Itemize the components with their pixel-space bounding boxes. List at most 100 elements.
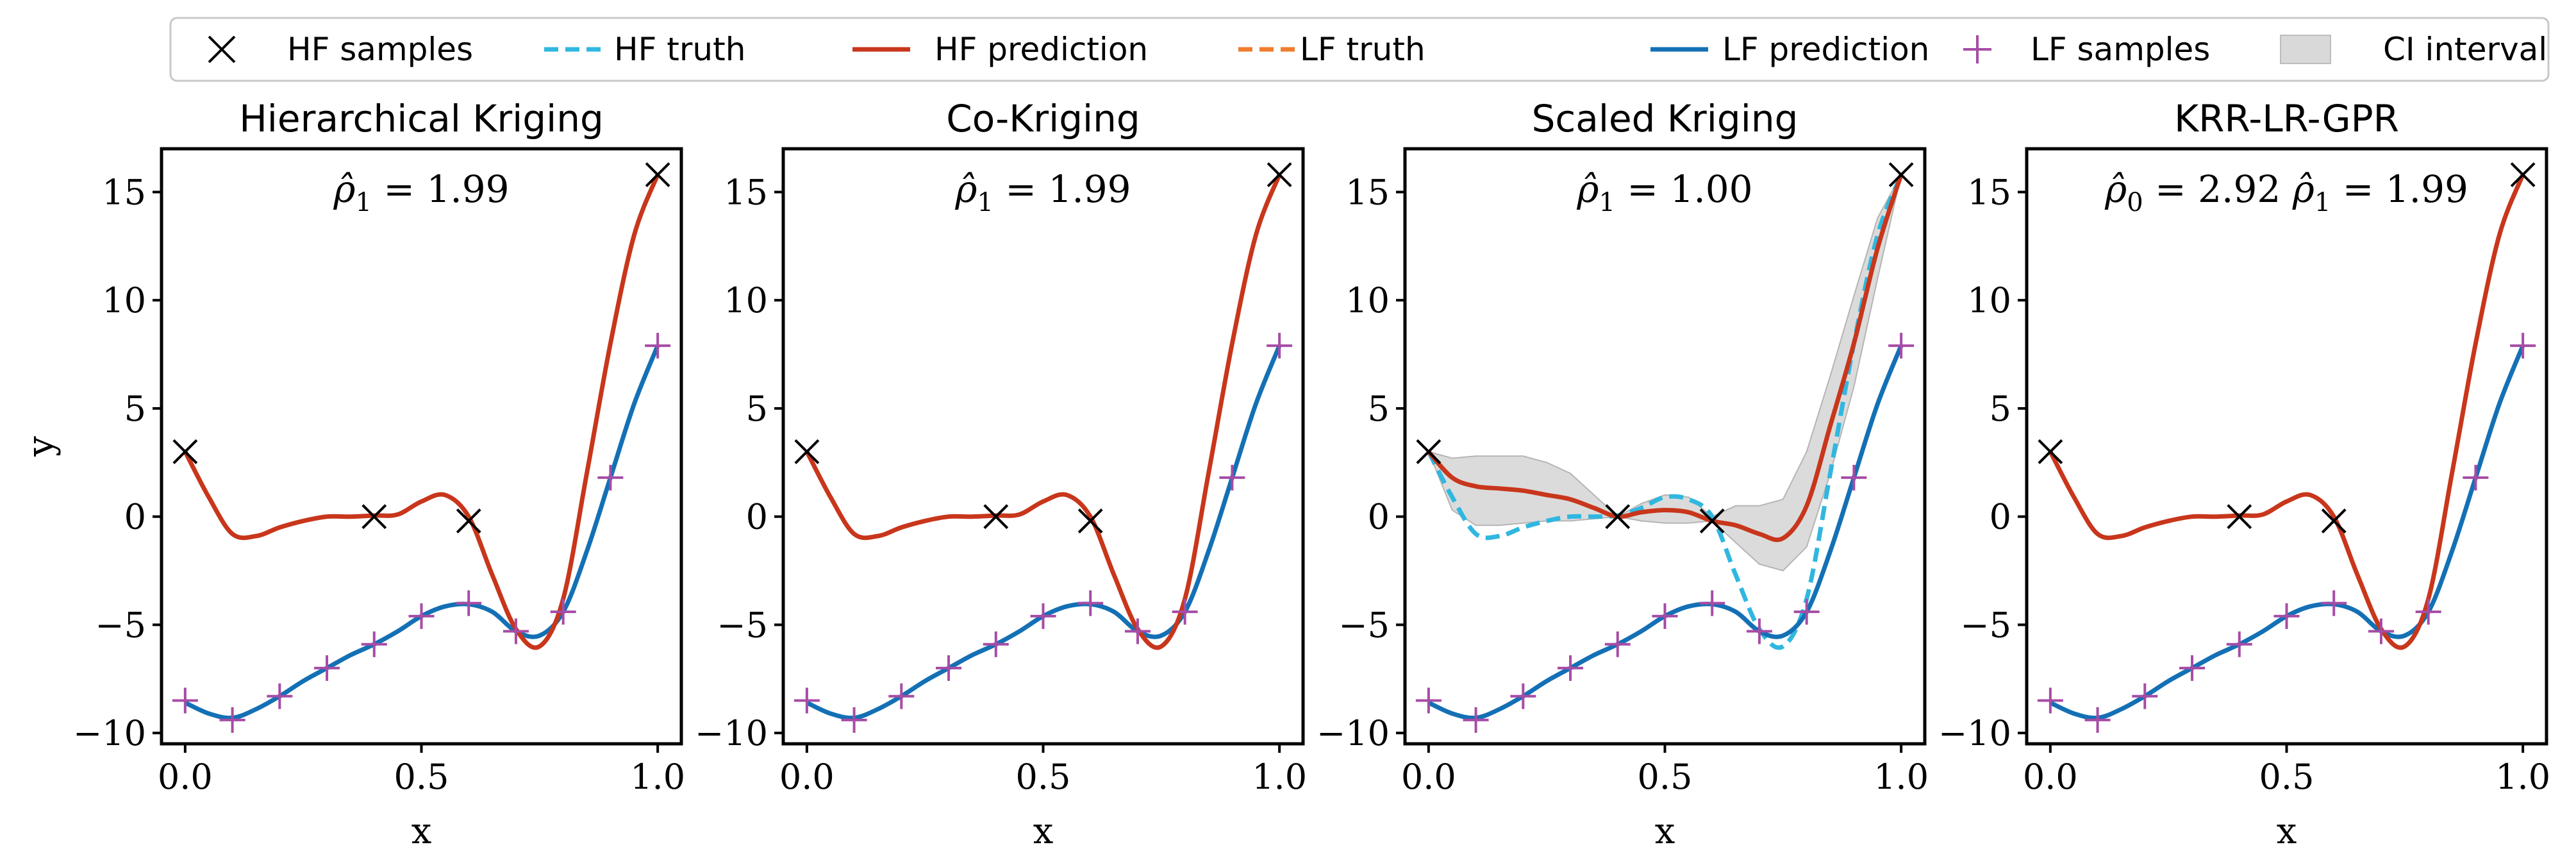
hf-sample-point (2321, 508, 2347, 533)
y-tick-label: 10 (1967, 280, 2011, 321)
x-tick-label: 1.0 (630, 757, 685, 797)
lf-sample-point (456, 590, 482, 616)
x-tick-label: 0.0 (158, 757, 213, 797)
y-tick-label: 5 (1990, 389, 2011, 429)
lf-sample-point (2179, 655, 2206, 681)
y-axis-label: y (20, 436, 62, 457)
lf-sample-point (1510, 683, 1536, 709)
subplot-title: Scaled Kriging (1532, 97, 1799, 140)
legend-item-hf-samples: HF samples (208, 31, 473, 68)
rho-annotation: ρ̂1 = 1.00 (1576, 167, 1752, 217)
axes-frame (781, 147, 1305, 746)
lf-sample-point (983, 631, 1009, 657)
y-tick-label: 15 (1345, 172, 1390, 212)
plot-area (172, 162, 671, 733)
hf-sample-point (361, 504, 387, 530)
legend-frame (169, 17, 2550, 82)
y-tick-label: −10 (1938, 713, 2011, 753)
subplot-title: KRR-LR-GPR (2174, 97, 2399, 140)
y-tick-label: 0 (1990, 497, 2011, 537)
series-line-lf-prediction (2049, 344, 2525, 721)
lf-sample-point (1415, 687, 1442, 714)
y-tick-label: 5 (124, 389, 146, 429)
y-tick-label: 10 (724, 280, 768, 321)
x-tick-label: 0.5 (1638, 757, 1693, 797)
legend: HF samples HF truth HF prediction LF truth L… (169, 17, 2550, 82)
plot-area (2037, 162, 2536, 733)
x-tick-label: 1.0 (2495, 757, 2550, 797)
hf-sample-point (172, 439, 198, 464)
y-tick-label: −5 (95, 605, 146, 645)
lf-sample-point (172, 687, 198, 714)
lf-sample-point (597, 464, 624, 491)
lf-sample-point (2084, 707, 2111, 733)
lf-sample-point (936, 655, 962, 681)
lf-sample-point (888, 683, 915, 709)
y-tick-label: 15 (724, 172, 768, 212)
x-tick-label: 1.0 (1874, 757, 1929, 797)
lf-sample-point (645, 333, 671, 359)
y-tick-label: 5 (746, 389, 768, 429)
y-tick-label: 10 (102, 280, 146, 321)
hf-sample-point (983, 504, 1009, 530)
subplot-2: Co-Kriging −10 −5 0 5 10 15 0.0 0.5 1.0 x ρ̂1 = 1.9… (695, 97, 1307, 852)
lf-sample-point (2368, 618, 2394, 644)
lf-sample-point (1558, 655, 1584, 681)
y-tick-label: −10 (73, 713, 146, 753)
series-line-hf-prediction (1427, 174, 1904, 542)
lf-sample-point (2463, 464, 2489, 491)
rho-annotation: ρ̂0 = 2.92 ρ̂1 = 1.99 (2104, 167, 2468, 217)
series-line-hf-prediction (183, 174, 660, 650)
lf-sample-point (1746, 618, 1772, 644)
legend-label: LF prediction (1722, 31, 1929, 68)
y-tick-label: −10 (1317, 713, 1390, 753)
lf-sample-point (1077, 590, 1104, 616)
series-line-lf-prediction (1427, 344, 1904, 721)
hf-sample-point (645, 162, 670, 187)
hf-sample-point (1077, 508, 1103, 533)
subplot-1: Hierarchical Kriging −10 −5 0 5 10 15 0.0 0.5 1.0… (20, 97, 685, 852)
legend-item-lf-truth: LF truth (1238, 31, 1425, 68)
lf-sample-point (2415, 599, 2441, 625)
lf-sample-point (219, 707, 245, 733)
y-tick-label: 0 (1368, 497, 1390, 537)
x-tick-label: 0.5 (394, 757, 449, 797)
x-tick-label: 0.0 (1401, 757, 1456, 797)
series-line-lf-prediction (806, 344, 1282, 721)
y-tick-label: −5 (717, 605, 768, 645)
subplot-title: Co-Kriging (946, 97, 1140, 140)
legend-label: CI interval (2383, 31, 2547, 68)
hf-sample-point (456, 508, 481, 533)
y-tick-label: 5 (1368, 389, 1390, 429)
lf-sample-point (408, 603, 435, 629)
legend-label: LF truth (1300, 31, 1425, 68)
lf-sample-point (361, 631, 387, 657)
subplot-4: KRR-LR-GPR −10 −5 0 5 10 15 0.0 0.5 1.0 x ρ̂0 = 2.9… (1938, 97, 2550, 852)
lf-sample-point (1267, 333, 1293, 359)
y-tick-label: 0 (124, 497, 146, 537)
x-tick-label: 0.5 (1016, 757, 1071, 797)
y-tick-label: 10 (1345, 280, 1390, 321)
plots: Hierarchical Kriging −10 −5 0 5 10 15 0.0 0.5 1.0… (20, 97, 2550, 852)
hf-sample-point (2038, 439, 2063, 464)
legend-item-hf-truth: HF truth (544, 31, 745, 68)
lf-sample-point (267, 683, 293, 709)
lf-sample-point (1652, 603, 1678, 629)
lf-sample-point (1888, 333, 1915, 359)
legend-item-ci-interval: CI interval (2280, 31, 2547, 68)
legend-item-lf-prediction: LF prediction (1650, 31, 1929, 68)
lf-sample-point (2510, 333, 2536, 359)
lf-sample-point (841, 707, 867, 733)
lf-sample-point (2273, 603, 2300, 629)
hf-sample-point (1699, 508, 1725, 533)
legend-x-marker (208, 35, 236, 63)
legend-item-hf-prediction: HF prediction (852, 31, 1148, 68)
x-axis-label: x (411, 810, 432, 852)
lf-sample-point (1699, 590, 1725, 616)
legend-label: LF samples (2031, 31, 2210, 68)
lf-sample-point (2321, 590, 2347, 616)
x-tick-label: 0.0 (779, 757, 835, 797)
series-line-hf-prediction (2048, 174, 2525, 650)
x-axis-label: x (1655, 810, 1675, 852)
